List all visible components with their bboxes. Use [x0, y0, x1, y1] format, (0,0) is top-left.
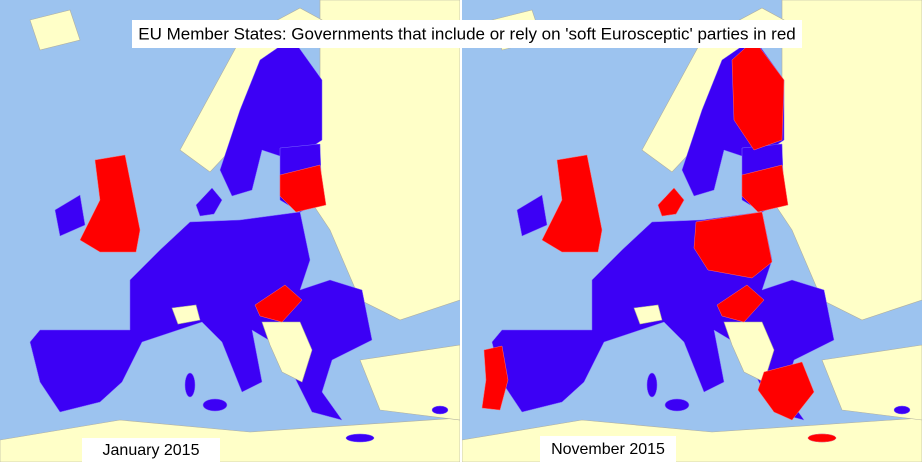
title: EU Member States: Governments that inclu…: [138, 24, 796, 43]
panel-label: January 2015: [103, 442, 200, 459]
title-box: [132, 20, 802, 48]
map-january: [0, 0, 461, 463]
panel-label: November 2015: [551, 441, 665, 458]
map-november: [461, 0, 922, 463]
